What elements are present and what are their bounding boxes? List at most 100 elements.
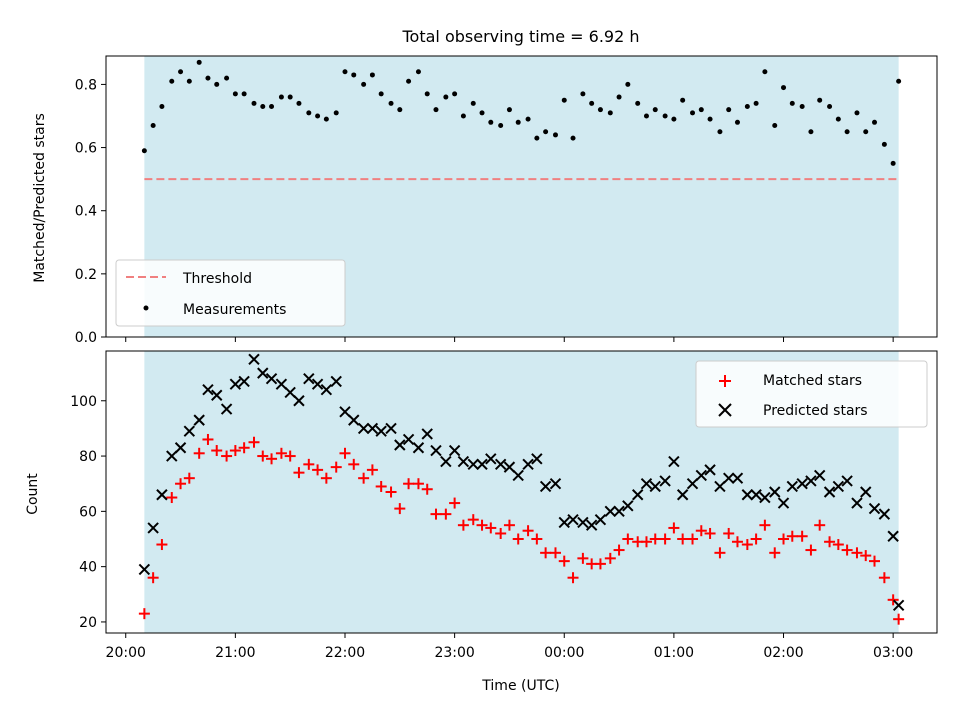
matched-star-point (769, 547, 781, 559)
predicted-star-point (813, 469, 826, 482)
matched-star-point (677, 533, 689, 545)
matched-star-point (320, 472, 332, 484)
predicted-star-point (147, 522, 159, 534)
matched-star-point (893, 613, 905, 625)
predicted-star-point (722, 472, 735, 484)
y-tick-label: 0.0 (75, 330, 97, 346)
matched-stars-points (138, 433, 905, 625)
measurement-point (506, 107, 512, 113)
ratio-legend: Threshold Measurements (115, 259, 346, 327)
measurement-point (543, 129, 549, 135)
matched-star-point (430, 508, 442, 520)
predicted-star-point (366, 422, 379, 435)
count-panel: 20 40 60 80 100 20:00 21:00 22:00 23:00 00:00 01:… (25, 350, 938, 694)
x-tick-label: 22:00 (325, 645, 365, 661)
matched-star-point (312, 464, 324, 476)
predicted-legend-swatch (718, 403, 732, 417)
measurement-point (827, 104, 833, 110)
measurement-point (607, 110, 613, 116)
measurement-point (844, 129, 850, 135)
measurement-point (580, 91, 586, 97)
measurement-point (896, 78, 902, 84)
measurement-point (205, 75, 211, 81)
matched-star-point (851, 547, 863, 559)
predicted-star-point (741, 489, 754, 501)
matched-star-point (805, 544, 817, 556)
measurement-point (315, 113, 321, 119)
predicted-star-point (275, 378, 288, 390)
predicted-star-point (604, 505, 617, 518)
measurement-point (835, 116, 841, 122)
measurement-point (415, 69, 421, 75)
measurement-point (589, 100, 595, 106)
matched-star-point (860, 550, 872, 562)
measurement-point (443, 94, 449, 100)
predicted-star-point (311, 378, 324, 390)
predicted-star-point (704, 464, 716, 476)
measurement-point (753, 100, 759, 106)
predicted-star-point (457, 455, 470, 468)
matched-star-point (238, 442, 250, 454)
predicted-star-point (805, 475, 817, 487)
matched-star-point (714, 547, 726, 559)
measurement-point (406, 78, 412, 84)
measurement-point (141, 148, 147, 154)
measurement-point (643, 113, 649, 119)
predicted-star-point (448, 444, 461, 457)
matched-star-point (659, 533, 671, 545)
predicted-star-point (467, 458, 479, 471)
predicted-star-point (494, 458, 507, 471)
measurement-point (424, 91, 430, 97)
predicted-star-point (156, 489, 168, 501)
ratio-legend-box (115, 259, 346, 327)
matched-star-point (403, 478, 415, 490)
matched-star-point (640, 536, 652, 548)
measurement-point (525, 116, 531, 122)
measurement-point (781, 85, 787, 91)
measurement-point (232, 91, 238, 97)
matched-star-point (183, 472, 195, 484)
measurement-point (561, 97, 567, 103)
matched-star-point (786, 530, 798, 542)
predicted-star-point (731, 472, 744, 484)
matched-star-point (731, 536, 743, 548)
ratio-y-ticks: 0.0 0.2 0.4 0.6 0.8 (75, 77, 106, 346)
x-tick-label: 03:00 (873, 645, 913, 661)
predicted-star-point (823, 486, 836, 498)
count-legend-box (695, 360, 928, 428)
matched-star-point (577, 552, 589, 564)
measurement-point (452, 91, 458, 97)
measurement-point (515, 119, 521, 125)
measurement-point (460, 113, 466, 119)
predicted-star-point (229, 378, 242, 390)
matched-star-point (476, 519, 488, 531)
x-tick-label: 20:00 (106, 645, 146, 661)
y-tick-label: 100 (70, 394, 97, 410)
matched-star-point (266, 453, 278, 465)
measurement-point (671, 116, 677, 122)
predicted-star-point (476, 458, 488, 471)
matched-star-point (284, 450, 296, 462)
chart-title: Total observing time = 6.92 h (401, 27, 639, 46)
matched-star-point (421, 483, 433, 495)
predicted-star-point (440, 455, 452, 468)
y-tick-label: 60 (79, 504, 97, 520)
x-tick-label: 00:00 (544, 645, 584, 661)
matched-star-point (412, 478, 424, 490)
predicted-star-point (649, 480, 661, 493)
measurement-point (397, 107, 403, 113)
matched-star-point (375, 480, 387, 492)
measurement-point (808, 129, 814, 135)
predicted-star-point (832, 480, 845, 493)
x-axis-label: Time (UTC) (481, 678, 559, 694)
measurement-point (306, 110, 312, 116)
predicted-star-point (567, 513, 579, 526)
matched-star-point (887, 594, 899, 606)
predicted-star-point (622, 500, 634, 512)
measurement-point (333, 110, 339, 116)
measurement-point (260, 104, 266, 110)
measurement-point (863, 129, 869, 135)
measurement-point (241, 91, 247, 97)
measurement-point (734, 119, 740, 125)
